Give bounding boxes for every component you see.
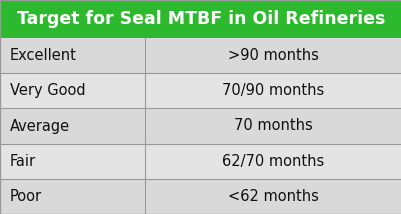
Bar xyxy=(0,144,401,179)
Text: Poor: Poor xyxy=(10,189,42,204)
Text: Target for Seal MTBF in Oil Refineries: Target for Seal MTBF in Oil Refineries xyxy=(17,10,384,28)
Text: Fair: Fair xyxy=(10,154,36,169)
Text: <62 months: <62 months xyxy=(227,189,318,204)
Bar xyxy=(0,0,401,38)
Text: 70/90 months: 70/90 months xyxy=(222,83,324,98)
Bar xyxy=(0,179,401,214)
Bar xyxy=(0,38,401,73)
Bar xyxy=(0,73,401,108)
Bar xyxy=(0,108,401,144)
Text: 62/70 months: 62/70 months xyxy=(222,154,324,169)
Text: >90 months: >90 months xyxy=(227,48,318,63)
Text: Very Good: Very Good xyxy=(10,83,85,98)
Text: 70 months: 70 months xyxy=(233,119,312,134)
Text: Average: Average xyxy=(10,119,70,134)
Text: Excellent: Excellent xyxy=(10,48,77,63)
